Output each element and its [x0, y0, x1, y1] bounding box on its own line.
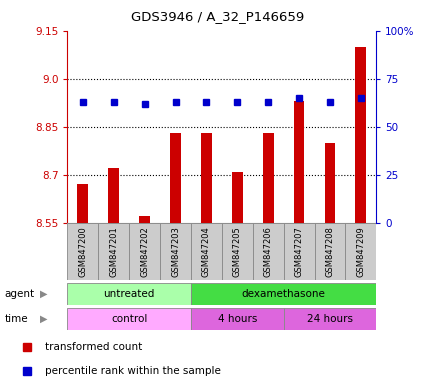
- Text: time: time: [4, 314, 28, 324]
- Bar: [191, 223, 221, 280]
- Text: GSM847203: GSM847203: [171, 226, 180, 277]
- Bar: [355, 47, 365, 223]
- Text: agent: agent: [4, 289, 34, 299]
- Text: dexamethasone: dexamethasone: [241, 289, 325, 299]
- Text: GSM847209: GSM847209: [355, 226, 365, 277]
- Text: GSM847205: GSM847205: [232, 226, 241, 277]
- Text: GSM847204: GSM847204: [201, 226, 210, 277]
- Bar: [77, 184, 88, 223]
- Bar: [129, 223, 160, 280]
- Bar: [252, 223, 283, 280]
- Text: ▶: ▶: [39, 289, 47, 299]
- Bar: [67, 308, 191, 330]
- Bar: [108, 168, 119, 223]
- Text: GSM847206: GSM847206: [263, 226, 272, 277]
- Bar: [283, 308, 375, 330]
- Bar: [191, 308, 283, 330]
- Text: untreated: untreated: [103, 289, 155, 299]
- Text: GSM847200: GSM847200: [78, 226, 87, 277]
- Bar: [67, 283, 191, 305]
- Bar: [283, 223, 314, 280]
- Text: GSM847208: GSM847208: [325, 226, 334, 277]
- Bar: [201, 133, 211, 223]
- Bar: [160, 223, 191, 280]
- Bar: [170, 133, 181, 223]
- Text: 24 hours: 24 hours: [306, 314, 352, 324]
- Text: control: control: [111, 314, 147, 324]
- Text: 4 hours: 4 hours: [217, 314, 256, 324]
- Bar: [67, 223, 98, 280]
- Text: GSM847207: GSM847207: [294, 226, 303, 277]
- Bar: [139, 216, 150, 223]
- Bar: [98, 223, 129, 280]
- Bar: [345, 223, 375, 280]
- Bar: [314, 223, 345, 280]
- Bar: [324, 143, 335, 223]
- Text: GSM847202: GSM847202: [140, 226, 149, 277]
- Text: ▶: ▶: [39, 314, 47, 324]
- Text: transformed count: transformed count: [45, 342, 142, 352]
- Bar: [293, 101, 304, 223]
- Bar: [221, 223, 252, 280]
- Bar: [262, 133, 273, 223]
- Text: GSM847201: GSM847201: [109, 226, 118, 277]
- Text: GDS3946 / A_32_P146659: GDS3946 / A_32_P146659: [131, 10, 303, 23]
- Text: percentile rank within the sample: percentile rank within the sample: [45, 366, 221, 376]
- Bar: [191, 283, 375, 305]
- Bar: [231, 172, 242, 223]
